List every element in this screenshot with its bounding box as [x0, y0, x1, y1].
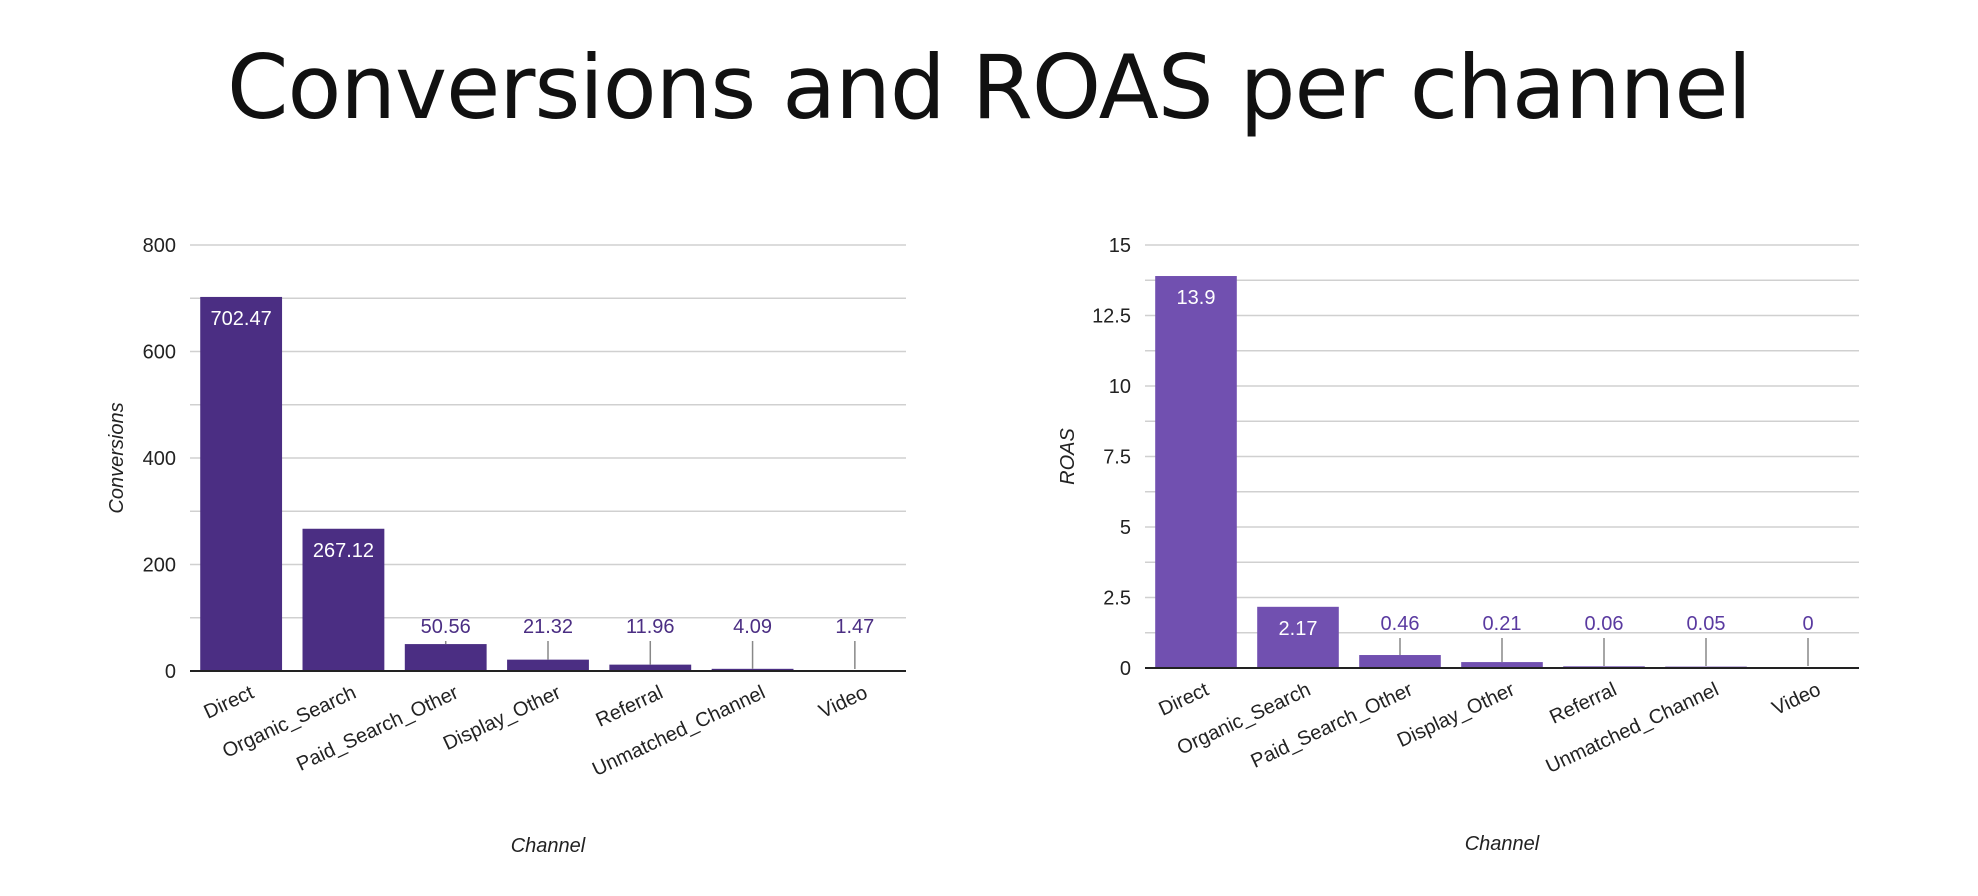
data-label: 2.17: [1279, 618, 1318, 640]
conversions-chart: 0200400600800702.47Direct267.12Organic_S…: [106, 235, 906, 857]
bar-display-other: [1461, 662, 1543, 668]
bar-organic-search: [302, 528, 385, 671]
x-tick-label: Direct: [201, 681, 258, 723]
roas-chart: 02.557.51012.51513.9Direct2.17Organic_Se…: [1057, 235, 1859, 855]
bar-direct: [1155, 276, 1237, 668]
x-tick-label: Display_Other: [440, 681, 564, 755]
bar-referral: [609, 664, 692, 671]
bar-organic-search: [1257, 606, 1339, 668]
y-tick-label: 0: [165, 661, 176, 683]
data-label: 50.56: [421, 616, 471, 638]
y-tick-label: 800: [143, 235, 176, 257]
data-label: 0: [1802, 613, 1813, 635]
y-tick-label: 15: [1109, 235, 1131, 257]
data-label: 267.12: [313, 540, 374, 562]
data-label: 0.46: [1381, 613, 1420, 635]
y-tick-label: 7.5: [1103, 447, 1131, 469]
data-label: 0.05: [1687, 613, 1726, 635]
data-label: 0.06: [1585, 613, 1624, 635]
y-tick-label: 400: [143, 448, 176, 470]
x-tick-label: Referral: [1546, 679, 1620, 729]
x-tick-label: Display_Other: [1394, 678, 1518, 752]
x-axis-title: Channel: [1465, 833, 1540, 855]
data-label: 0.21: [1483, 613, 1522, 635]
x-tick-label: Unmatched_Channel: [1543, 679, 1723, 778]
bar-display-other: [507, 659, 589, 671]
data-label: 13.9: [1177, 287, 1216, 309]
bar-unmatched-channel: [711, 668, 794, 671]
data-label: 11.96: [626, 616, 675, 638]
x-tick-label: Unmatched_Channel: [589, 682, 769, 781]
data-label: 1.47: [835, 616, 874, 638]
x-tick-label: Referral: [593, 682, 667, 732]
bar-direct: [200, 296, 283, 671]
data-label: 702.47: [211, 308, 272, 330]
y-tick-label: 2.5: [1103, 588, 1131, 610]
x-tick-label: Direct: [1155, 678, 1212, 720]
x-axis-title: Channel: [511, 835, 586, 857]
y-axis-title: Conversions: [106, 402, 128, 513]
data-label: 21.32: [523, 616, 573, 638]
x-tick-label: Video: [816, 682, 871, 723]
x-tick-label: Video: [1769, 679, 1824, 720]
page-title: Conversions and ROAS per channel: [227, 36, 1752, 139]
y-tick-label: 5: [1120, 517, 1131, 539]
data-label: 4.09: [733, 616, 772, 638]
bar-paid-search-other: [404, 644, 487, 671]
y-tick-label: 12.5: [1092, 306, 1131, 328]
y-tick-label: 600: [143, 342, 176, 364]
y-tick-label: 0: [1120, 658, 1131, 680]
y-tick-label: 200: [143, 555, 176, 577]
y-tick-label: 10: [1109, 376, 1131, 398]
y-axis-title: ROAS: [1057, 428, 1079, 485]
bar-paid-search-other: [1359, 655, 1441, 668]
